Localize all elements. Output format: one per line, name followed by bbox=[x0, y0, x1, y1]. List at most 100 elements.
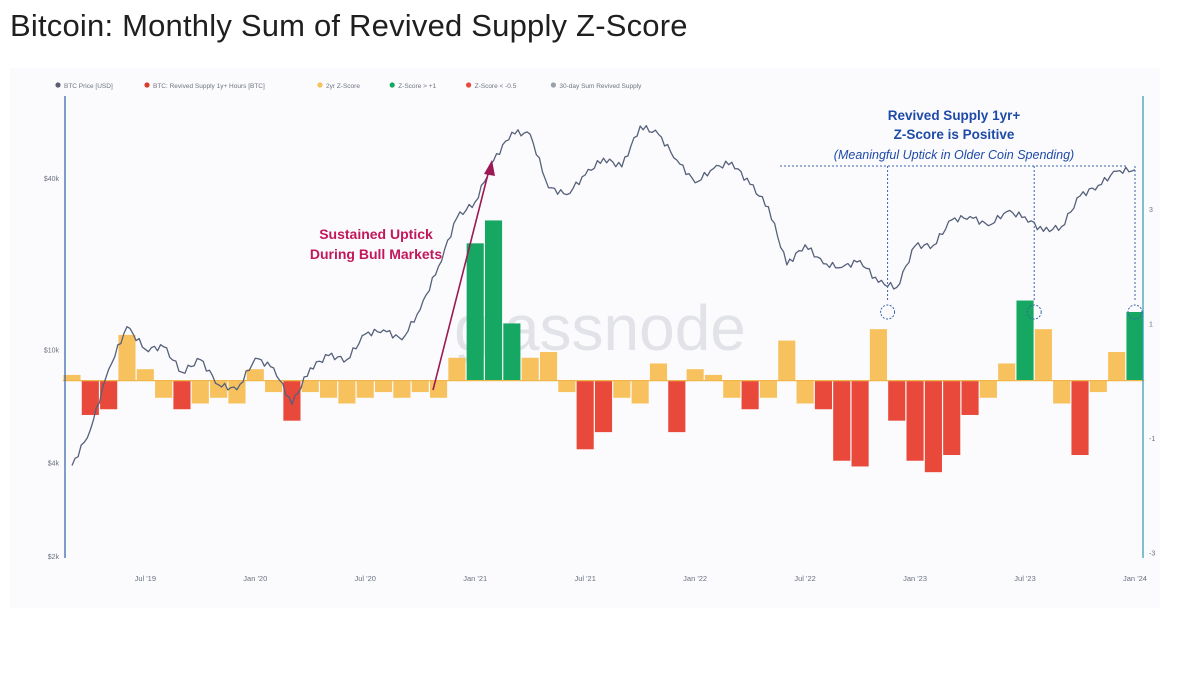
annotation-highlight-circle bbox=[1026, 304, 1042, 320]
x-tick-label: Jul '22 bbox=[794, 574, 815, 583]
y-right-tick-label: -3 bbox=[1149, 550, 1155, 557]
x-tick-label: Jul '20 bbox=[355, 574, 376, 583]
zscore-bar bbox=[723, 380, 741, 398]
zscore-bar bbox=[283, 380, 301, 421]
zscore-bar bbox=[136, 369, 154, 381]
legend-swatch bbox=[389, 82, 395, 88]
annotation-subtext: (Meaningful Uptick in Older Coin Spendin… bbox=[834, 148, 1074, 162]
zscore-bar bbox=[924, 380, 942, 473]
zscore-bar bbox=[576, 380, 594, 450]
zscore-bar bbox=[558, 380, 576, 393]
annotation-text: Z-Score is Positive bbox=[894, 127, 1015, 142]
zscore-bar bbox=[338, 380, 356, 404]
legend-item: 2yr Z-Score bbox=[317, 82, 360, 90]
zscore-bar bbox=[1053, 380, 1071, 404]
x-tick-label: Jul '21 bbox=[574, 574, 595, 583]
zscore-bar bbox=[796, 380, 814, 404]
zscore-bar bbox=[686, 369, 704, 381]
zscore-bar bbox=[155, 380, 173, 398]
legend-item: 30-day Sum Revived Supply bbox=[550, 82, 642, 90]
legend-label: 30-day Sum Revived Supply bbox=[559, 83, 642, 90]
x-tick-label: Jan '24 bbox=[1123, 574, 1147, 583]
zscore-bar bbox=[704, 374, 723, 381]
zscore-bar bbox=[668, 380, 686, 433]
x-tick-label: Jan '21 bbox=[463, 574, 487, 583]
legend-label: BTC Price [USD] bbox=[64, 83, 113, 90]
zscore-bar bbox=[1089, 380, 1107, 393]
legend-label: BTC: Revived Supply 1y+ Hours [BTC] bbox=[153, 83, 265, 90]
zscore-bar bbox=[191, 380, 209, 404]
chart-legend: BTC Price [USD] BTC: Revived Supply 1y+ H… bbox=[55, 82, 642, 90]
y-left-tick-label: $2k bbox=[48, 554, 60, 561]
zscore-bar bbox=[301, 380, 319, 393]
legend-item: BTC: Revived Supply 1y+ Hours [BTC] bbox=[144, 82, 265, 90]
zscore-bar bbox=[1071, 380, 1089, 456]
zscore-bar bbox=[81, 380, 99, 415]
zscore-bar bbox=[63, 374, 81, 381]
glassnode-watermark: glassnode bbox=[454, 292, 746, 364]
y-left-tick-label: $10k bbox=[44, 347, 60, 354]
page-title: Bitcoin: Monthly Sum of Revived Supply Z… bbox=[10, 8, 688, 43]
zscore-bar bbox=[741, 380, 759, 410]
legend-swatch bbox=[550, 82, 557, 88]
zscore-bar bbox=[851, 380, 869, 467]
zscore-bar bbox=[228, 380, 246, 404]
legend-swatch bbox=[55, 82, 61, 88]
zscore-bar bbox=[778, 340, 796, 381]
zscore-bar bbox=[466, 243, 484, 381]
chart-panel: BTC Price [USD] BTC: Revived Supply 1y+ H… bbox=[10, 68, 1160, 608]
legend-swatch bbox=[317, 82, 323, 88]
y-right-tick-label: 3 bbox=[1149, 207, 1153, 214]
annotation-arrow-line bbox=[432, 173, 489, 391]
zscore-bar bbox=[998, 363, 1016, 381]
x-tick-label: Jan '20 bbox=[243, 574, 267, 583]
zscore-bar bbox=[1126, 311, 1144, 381]
zscore-bar bbox=[246, 369, 264, 381]
zscore-bar bbox=[1108, 352, 1126, 381]
annotation-text: Sustained Uptick bbox=[319, 226, 433, 242]
zscore-bar bbox=[814, 380, 832, 410]
zscore-bar bbox=[411, 380, 429, 393]
y-right-tick-label: 1 bbox=[1149, 321, 1153, 328]
x-tick-label: Jul '19 bbox=[135, 574, 156, 583]
legend-label: 2yr Z-Score bbox=[326, 83, 360, 90]
zscore-bar bbox=[320, 380, 338, 398]
zscore-bar bbox=[649, 363, 668, 381]
zscore-bar bbox=[888, 380, 906, 421]
zscore-bars bbox=[63, 220, 1144, 473]
x-tick-label: Jan '23 bbox=[903, 574, 927, 583]
zscore-bar bbox=[521, 357, 539, 381]
zscore-bar bbox=[869, 329, 887, 381]
zscore-bar bbox=[1034, 329, 1052, 381]
revived-supply-annotation: Revived Supply 1yr+ Z-Score is Positive (M… bbox=[780, 108, 1143, 320]
zscore-bar bbox=[265, 380, 283, 393]
annotation-highlight-circle bbox=[880, 304, 896, 320]
annotation-arrow-head bbox=[484, 160, 495, 176]
zscore-bar bbox=[943, 380, 961, 456]
legend-item: Z-Score > +1 bbox=[389, 82, 437, 90]
zscore-bar bbox=[539, 352, 558, 381]
annotation-highlight-circle bbox=[1127, 304, 1143, 320]
zscore-bar bbox=[961, 380, 979, 415]
zscore-bar bbox=[100, 380, 118, 410]
zscore-bar bbox=[503, 323, 521, 381]
zscore-bar bbox=[356, 380, 374, 398]
annotation-text: Revived Supply 1yr+ bbox=[888, 108, 1021, 123]
legend-label: Z-Score > +1 bbox=[398, 83, 436, 90]
y-left-tick-label: $4k bbox=[48, 460, 60, 467]
x-tick-label: Jan '22 bbox=[683, 574, 707, 583]
zscore-bar bbox=[906, 380, 924, 461]
zscore-bar bbox=[118, 334, 136, 381]
zscore-bar bbox=[375, 380, 393, 393]
zscore-bar bbox=[631, 380, 649, 404]
zscore-bar bbox=[759, 380, 778, 398]
zscore-bar bbox=[833, 380, 851, 461]
y-left-tick-label: $40k bbox=[44, 176, 60, 183]
legend-swatch bbox=[144, 82, 150, 88]
zscore-bar bbox=[173, 380, 191, 410]
y-right-tick-label: -1 bbox=[1149, 436, 1155, 443]
zscore-bar bbox=[484, 220, 503, 381]
legend-label: Z-Score < -0.5 bbox=[475, 83, 517, 90]
zscore-bar bbox=[979, 380, 997, 398]
annotation-text: During Bull Markets bbox=[310, 246, 442, 262]
